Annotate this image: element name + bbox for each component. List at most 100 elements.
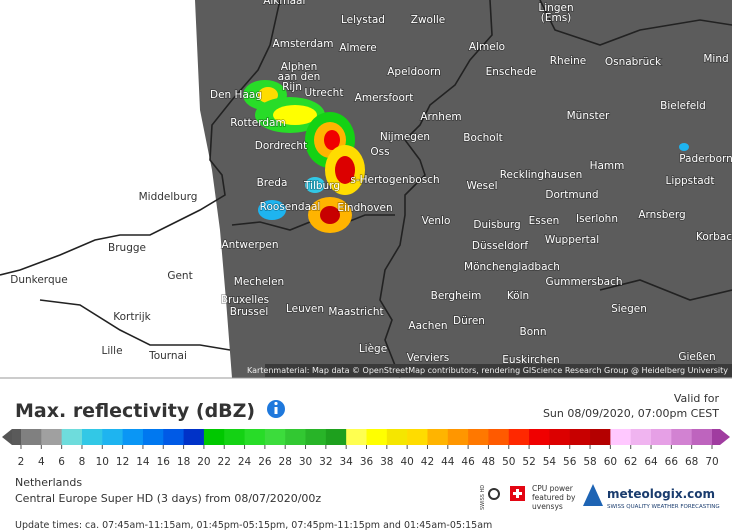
city-label: Utrecht [305,87,344,99]
city-label: Düren [453,315,485,327]
scale-cell [285,429,307,445]
city-label: Düsseldorf [472,240,528,252]
city-label: Bonn [520,326,547,338]
city-label: (Ems) [541,12,572,24]
city-label: Lingen [538,2,573,14]
city-label: Iserlohn [576,213,618,225]
scale-cell [81,429,103,445]
brand: meteologix.com [607,487,715,501]
scale-cell [569,429,591,445]
valid-time: Sun 08/09/2020, 07:00pm CEST [543,407,719,420]
city-label: Duisburg [473,219,520,231]
logos: SWISS HD CPU power featured by uvensys m… [480,484,720,511]
scale-cell [508,429,530,445]
scale-cell [244,429,266,445]
info-icon[interactable] [267,400,285,418]
city-label: Essen [529,215,560,227]
region: Netherlands [15,476,82,489]
city-label: Paderborn [679,153,732,165]
city-label: Lelystad [341,14,385,26]
scale-cell [203,429,225,445]
scale-cell [61,429,83,445]
city-label: Hamm [590,160,625,172]
city-label: Verviers [407,352,450,364]
city-label: Den Haag [210,89,262,101]
scale-cell [651,429,672,445]
city-label: Middelburg [139,191,198,203]
city-label: Osnabrück [605,56,662,68]
scale-cell [712,429,720,445]
scale-label: 60 [604,456,617,468]
city-label: Bocholt [463,132,503,144]
city-labels: Alkmaar Lelystad Zwolle Lingen(Ems) Amsterda… [10,0,732,367]
scale-label: 44 [441,456,455,468]
update-times: Update times: ca. 07:45am-11:15am, 01:45… [15,520,492,531]
city-label: Brussel [230,306,269,318]
scale-label: 38 [380,456,393,468]
city-label: Tilburg [303,180,340,192]
city-label: Euskirchen [502,354,559,366]
valid-label: Valid for [674,392,720,405]
city-label: Breda [257,177,288,189]
scale-label: 50 [502,456,515,468]
scale-cell [264,429,286,445]
brand-mark [583,484,603,506]
color-scale: 2 4 6 8 10 12 14 16 18 20 22 24 26 28 30 32 34 36 38 40 42 44… [2,429,730,468]
scale-label: 18 [177,456,190,468]
city-label: Korbac [696,231,732,243]
city-label: Mönchengladbach [464,261,560,273]
city-label: Arnsberg [638,209,685,221]
city-label: Köln [507,290,529,302]
scale-label: 64 [644,456,658,468]
city-label: Nijmegen [380,131,430,143]
scale-cell [183,429,205,445]
scale-label: 8 [79,456,86,468]
city-label: Amersfoort [355,92,414,104]
scale-cell [224,429,246,445]
scale-cell [590,429,611,445]
scale-cell [549,429,571,445]
scale-label: 48 [482,456,495,468]
city-label: Recklinghausen [500,169,583,181]
scale-cell [346,429,367,445]
scale-label: 70 [705,456,718,468]
scale-cell [163,429,185,445]
scale-label: 36 [360,456,374,468]
border-nl-de [379,0,493,379]
scale-label: 62 [624,456,637,468]
scale-cell [691,429,713,445]
info-glyph [274,401,278,406]
scale-label: 16 [157,456,171,468]
scale-label: 46 [461,456,475,468]
scale-cell [305,429,327,445]
scale-cell [488,429,510,445]
scale-label: 10 [96,456,109,468]
city-label: Dordrecht [255,140,307,152]
scale-label: 58 [583,456,596,468]
scale-label: 56 [563,456,577,468]
city-label: Almere [339,42,376,54]
city-label: Rijn [282,81,302,93]
city-label: Leuven [286,303,324,315]
city-label: Antwerpen [221,239,278,251]
scale-label: 20 [197,456,210,468]
attribution: Kartenmaterial: Map data © OpenStreetMap… [247,366,728,375]
city-label: Amsterdam [273,38,334,50]
city-label: Münster [567,110,610,122]
city-label: Enschede [486,66,537,78]
scale-label: 66 [665,456,679,468]
state-border [599,279,732,301]
scale-label: 42 [421,456,434,468]
radar-echoes [243,80,689,233]
scale-label: 32 [319,456,332,468]
city-label: Wesel [466,180,497,192]
scale-cell [529,429,550,445]
title: Max. reflectivity (dBZ) [15,400,255,422]
scale-cell [407,429,428,445]
scale-label: 26 [258,456,272,468]
scale-cell [447,429,469,445]
city-label: Eindhoven [337,202,392,214]
city-label: Gummersbach [545,276,622,288]
scale-cell [41,429,63,445]
scale-label: 4 [38,456,45,468]
